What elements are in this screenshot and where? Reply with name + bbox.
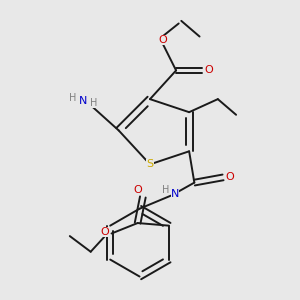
Text: O: O bbox=[159, 35, 167, 45]
Text: O: O bbox=[133, 185, 142, 195]
Text: H: H bbox=[162, 185, 169, 195]
Text: N: N bbox=[79, 96, 88, 106]
Text: H: H bbox=[69, 93, 77, 103]
Text: O: O bbox=[100, 227, 109, 237]
Text: H: H bbox=[90, 98, 98, 108]
Text: S: S bbox=[146, 159, 154, 169]
Text: N: N bbox=[171, 189, 179, 199]
Text: O: O bbox=[225, 172, 234, 182]
Text: O: O bbox=[204, 65, 213, 75]
